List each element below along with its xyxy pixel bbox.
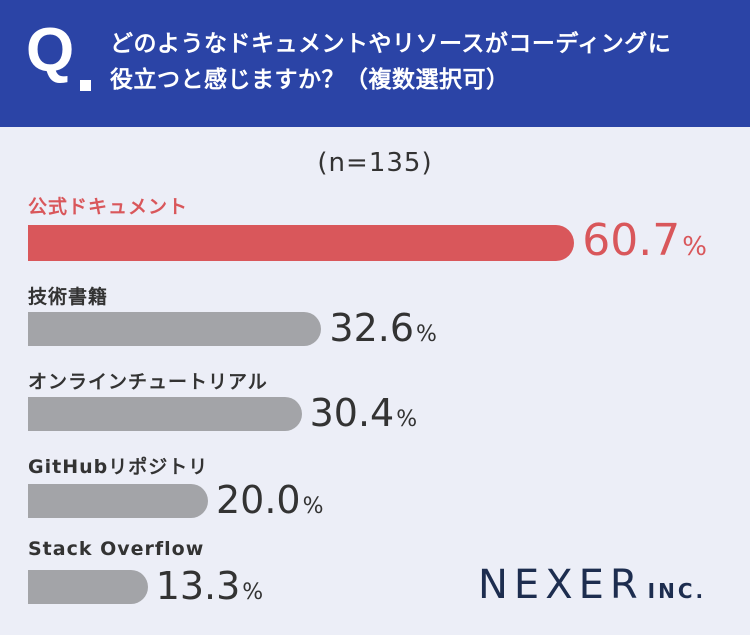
value-unit: % xyxy=(416,322,437,347)
value-label: 20.0% xyxy=(216,481,324,519)
bar xyxy=(28,225,575,261)
category-label: Stack Overflow xyxy=(28,538,205,560)
value-label: 30.4% xyxy=(310,394,418,432)
value-label: 32.6% xyxy=(329,309,437,347)
value-unit: % xyxy=(682,232,707,262)
value-number: 30.4 xyxy=(309,391,395,435)
brand-name: NEXER xyxy=(478,562,644,608)
sample-size-label: (n=135) xyxy=(317,148,433,178)
bar xyxy=(28,484,208,518)
question-text: どのようなドキュメントやリソースがコーディングに 役立つと感じますか？（複数選択… xyxy=(110,26,730,98)
question-line-1: どのようなドキュメントやリソースがコーディングに xyxy=(110,31,672,57)
value-label: 60.7% xyxy=(582,219,707,263)
value-number: 60.7 xyxy=(582,215,681,266)
value-number: 32.6 xyxy=(329,306,414,350)
q-dot xyxy=(80,80,91,91)
bar xyxy=(28,397,302,431)
bar xyxy=(28,312,322,346)
value-number: 13.3 xyxy=(155,564,241,608)
category-label: オンラインチュートリアル xyxy=(28,371,268,393)
value-number: 20.0 xyxy=(216,478,301,522)
value-label: 13.3% xyxy=(156,567,264,605)
category-label: GitHubリポジトリ xyxy=(28,456,209,478)
value-unit: % xyxy=(242,580,264,605)
value-unit: % xyxy=(302,494,324,519)
brand-suffix: INC. xyxy=(647,579,707,603)
category-label: 公式ドキュメント xyxy=(28,196,189,218)
value-unit: % xyxy=(396,407,418,432)
q-mark: Q xyxy=(26,16,75,85)
category-label: 技術書籍 xyxy=(28,286,109,308)
question-header: Q どのようなドキュメントやリソースがコーディングに 役立つと感じますか？（複数… xyxy=(0,0,750,127)
bar xyxy=(28,570,148,604)
question-line-2: 役立つと感じますか？（複数選択可） xyxy=(110,67,510,93)
brand-logo: NEXER INC. xyxy=(478,565,706,605)
